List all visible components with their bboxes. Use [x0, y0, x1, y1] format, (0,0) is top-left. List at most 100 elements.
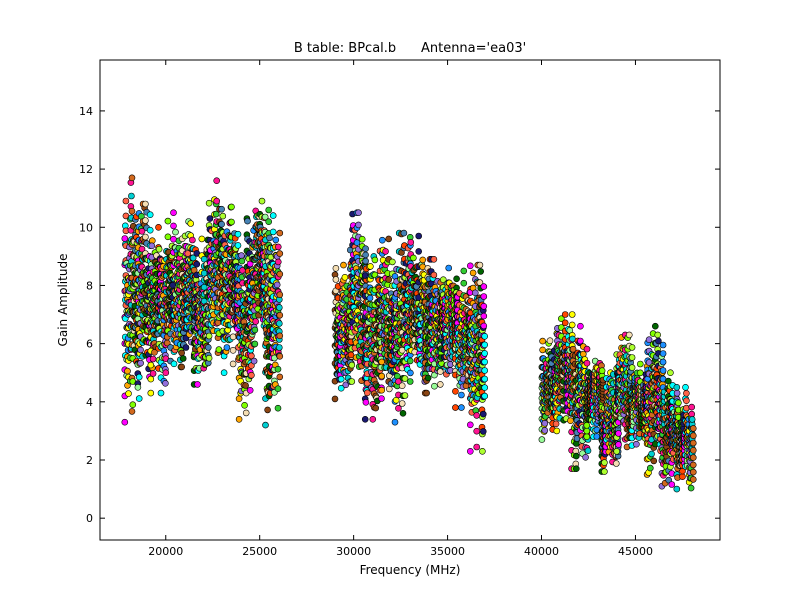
- data-point: [423, 389, 430, 397]
- data-point: [218, 205, 225, 213]
- data-point: [200, 283, 208, 291]
- data-point: [410, 254, 417, 262]
- data-point: [219, 212, 227, 220]
- data-point: [645, 336, 653, 344]
- data-point: [276, 352, 284, 360]
- data-point: [213, 197, 220, 205]
- data-point: [276, 373, 284, 381]
- data-point: [401, 392, 409, 399]
- data-point: [579, 350, 587, 358]
- data-point: [135, 395, 143, 402]
- data-point: [269, 228, 277, 236]
- data-point: [480, 302, 488, 310]
- data-point: [366, 294, 374, 302]
- data-point: [135, 373, 143, 381]
- data-point: [628, 344, 636, 351]
- data-point: [480, 283, 488, 290]
- data-point: [149, 355, 157, 363]
- data-point: [628, 354, 636, 361]
- data-point: [363, 389, 371, 397]
- data-point: [382, 248, 389, 255]
- data-point: [235, 395, 243, 403]
- data-point: [479, 410, 487, 418]
- data-point: [473, 412, 481, 419]
- data-point: [215, 346, 223, 353]
- data-point: [419, 256, 427, 264]
- data-point: [552, 420, 560, 428]
- data-point: [378, 236, 386, 244]
- data-point: [568, 311, 576, 318]
- data-point: [353, 239, 361, 246]
- data-point: [137, 359, 144, 367]
- data-point: [274, 365, 282, 373]
- data-point: [636, 360, 644, 368]
- data-point: [615, 441, 622, 448]
- data-point: [238, 257, 246, 265]
- data-point: [205, 199, 213, 207]
- data-point: [431, 382, 438, 390]
- data-point: [393, 372, 401, 380]
- data-point: [128, 192, 135, 200]
- data-point: [125, 390, 132, 397]
- data-point: [469, 269, 477, 277]
- data-point: [407, 239, 415, 246]
- data-point: [250, 357, 258, 365]
- data-point: [248, 371, 255, 379]
- data-point: [477, 268, 485, 275]
- data-point: [582, 453, 589, 461]
- data-point: [430, 255, 438, 263]
- data-point: [466, 447, 474, 455]
- data-point: [155, 224, 162, 231]
- data-point: [251, 326, 259, 334]
- data-point: [371, 256, 379, 264]
- data-point: [122, 197, 130, 205]
- data-point: [269, 212, 277, 219]
- data-point: [276, 311, 284, 319]
- data-point: [184, 250, 192, 257]
- data-point: [212, 210, 220, 218]
- data-point: [242, 382, 249, 389]
- data-point: [561, 319, 569, 327]
- data-point: [479, 428, 487, 435]
- data-points: [121, 174, 697, 493]
- data-point: [128, 408, 136, 415]
- chart-title: B table: BPcal.b Antenna='ea03': [294, 41, 526, 56]
- data-point: [194, 381, 201, 388]
- data-point: [266, 234, 273, 242]
- data-point: [164, 217, 172, 225]
- data-point: [615, 430, 622, 437]
- data-point: [273, 281, 281, 289]
- data-point: [362, 257, 369, 265]
- data-point: [205, 332, 213, 340]
- data-point: [546, 337, 554, 345]
- data-point: [583, 345, 591, 353]
- data-point: [142, 200, 149, 208]
- data-point: [473, 443, 481, 451]
- data-point: [480, 322, 488, 330]
- data-point: [220, 369, 228, 377]
- data-point: [146, 226, 154, 234]
- data-point: [274, 404, 282, 412]
- data-point: [452, 404, 459, 411]
- data-point: [129, 401, 137, 409]
- data-point: [193, 260, 201, 268]
- data-point: [362, 398, 370, 406]
- data-point: [275, 344, 283, 351]
- data-point: [476, 261, 484, 269]
- data-point: [178, 349, 185, 357]
- data-point: [541, 427, 549, 434]
- data-point: [275, 320, 283, 327]
- data-point: [369, 415, 377, 423]
- data-point: [452, 387, 459, 395]
- data-point: [121, 418, 129, 426]
- data-point: [572, 465, 580, 473]
- data-point: [155, 245, 163, 253]
- data-point: [612, 460, 620, 467]
- data-point: [218, 220, 225, 228]
- data-point: [138, 245, 146, 253]
- data-point: [229, 360, 237, 368]
- data-point: [583, 427, 591, 435]
- data-point: [187, 220, 194, 227]
- data-point: [577, 322, 584, 330]
